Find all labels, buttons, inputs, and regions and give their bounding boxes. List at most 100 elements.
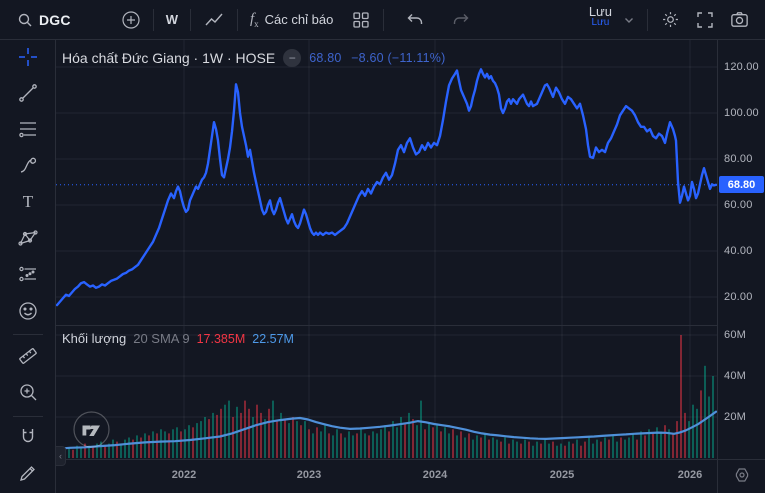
price-axis-label: 60.00	[724, 199, 753, 211]
save-label: Lưu	[588, 3, 612, 19]
save-layout-name: Lưu	[591, 17, 610, 29]
volume-indicator-title[interactable]: Khối lượng	[62, 331, 127, 346]
toolbar-right-group: Lưu Lưu	[585, 3, 757, 35]
emoji-tool-button[interactable]	[9, 296, 47, 328]
plus-circle-icon	[121, 10, 141, 30]
tradingview-logo	[73, 411, 110, 451]
zoom-in-icon	[16, 380, 40, 407]
magnet-icon	[16, 425, 40, 452]
chart-type-button[interactable]	[196, 5, 232, 35]
xabcd-pattern-icon	[16, 226, 40, 253]
save-button[interactable]: Lưu Lưu	[585, 3, 616, 35]
toolbar-separator	[190, 8, 191, 31]
price-axis-label: 100.00	[724, 107, 759, 119]
text-tool-button[interactable]: T	[9, 187, 47, 219]
fib-retracement-icon	[16, 117, 40, 144]
save-menu-chevron[interactable]	[616, 5, 642, 35]
volume-value: 17.385M	[196, 331, 246, 346]
undo-icon	[404, 9, 426, 31]
layout-grid-button[interactable]	[344, 5, 378, 35]
last-price-value: 68.80	[309, 51, 342, 65]
gear-icon	[660, 9, 681, 30]
time-axis-label: 2026	[677, 469, 703, 481]
fx-icon: fx	[250, 10, 259, 29]
price-legend: Hóa chất Đức Giang · 1W · HOSE − 68.80 −…	[62, 49, 445, 67]
undo-button[interactable]	[397, 5, 433, 35]
text-tool-icon: T	[16, 190, 40, 217]
trend-line-icon	[16, 81, 40, 108]
smiley-icon	[16, 299, 40, 326]
toolbar-separator	[647, 8, 648, 31]
time-axis-label: 2024	[422, 469, 448, 481]
trend-line-tool-button[interactable]	[9, 78, 47, 110]
redo-icon	[450, 9, 472, 31]
edit-pencil-tool-button[interactable]	[9, 459, 47, 491]
forecast-tool-button[interactable]	[9, 260, 47, 292]
toolbar-collapse-handle[interactable]: ‹	[56, 446, 66, 466]
line-chart-icon	[203, 9, 225, 31]
ruler-icon	[16, 344, 40, 371]
indicators-button[interactable]: fx Các chỉ báo	[243, 5, 340, 35]
redo-button[interactable]	[443, 5, 479, 35]
price-axis-label: 40.00	[724, 245, 753, 257]
last-price-badge: 68.80	[719, 176, 764, 194]
grid-layout-icon	[351, 10, 371, 30]
axis-settings-icon	[732, 465, 752, 488]
magnet-tool-button[interactable]	[9, 423, 47, 455]
collapse-legend-button[interactable]: −	[283, 49, 302, 67]
symbol-title[interactable]: Hóa chất Đức Giang · 1W · HOSE	[62, 50, 276, 66]
price-axis-label: 20.00	[724, 291, 753, 303]
axis-settings-corner[interactable]	[717, 459, 765, 493]
chevron-down-icon	[623, 14, 635, 26]
screenshot-button[interactable]	[722, 5, 757, 35]
indicators-label: Các chỉ báo	[264, 12, 334, 27]
pattern-tool-button[interactable]	[9, 223, 47, 255]
top-toolbar: DGC W fx Các chỉ báo	[0, 0, 765, 40]
settings-button[interactable]	[653, 5, 688, 35]
brush-tool-button[interactable]	[9, 151, 47, 183]
volume-sma-value: 22.57M	[252, 331, 294, 346]
toolbar-separator	[237, 8, 238, 31]
zoom-in-tool-button[interactable]	[9, 377, 47, 409]
time-axis-label: 2025	[549, 469, 575, 481]
volume-pane-chart	[56, 325, 717, 459]
interval-button[interactable]: W	[159, 5, 185, 35]
toolbar-separator	[152, 8, 154, 31]
time-axis-label: 2022	[171, 469, 197, 481]
crosshair-icon	[16, 45, 40, 72]
price-change-value: −8.60 (−11.11%)	[351, 51, 446, 65]
compare-add-button[interactable]	[114, 5, 148, 35]
svg-text:T: T	[22, 192, 33, 211]
camera-icon	[729, 9, 750, 30]
price-values: 68.80 −8.60 (−11.11%)	[309, 51, 445, 65]
search-icon	[17, 12, 33, 28]
forecast-icon	[16, 262, 40, 289]
fullscreen-button[interactable]	[688, 5, 722, 35]
pencil-icon	[16, 461, 40, 488]
measure-tool-button[interactable]	[9, 341, 47, 373]
volume-indicator-params: 20 SMA 9	[133, 331, 190, 346]
crosshair-tool-button[interactable]	[9, 42, 47, 74]
fullscreen-icon	[695, 10, 715, 30]
volume-axis-label: 20M	[724, 411, 746, 423]
time-axis-label: 2023	[296, 469, 322, 481]
volume-axis-label: 60M	[724, 329, 746, 341]
fib-retracement-tool-button[interactable]	[9, 115, 47, 147]
price-line-series	[56, 68, 717, 307]
price-axis[interactable]: 68.80 120.00 100.00 80.00 60.00 40.00 20.00 60…	[717, 40, 765, 493]
brush-icon	[16, 153, 40, 180]
toolbar-divider	[12, 334, 43, 336]
chart-area[interactable]	[56, 40, 717, 459]
time-axis[interactable]: 2022 2023 2024 2025 2026	[56, 459, 717, 493]
drawing-toolbar: T	[0, 40, 56, 493]
symbol-search-button[interactable]: DGC	[10, 5, 78, 35]
toolbar-separator	[383, 8, 385, 31]
toolbar-divider	[12, 415, 43, 417]
volume-axis-label: 40M	[724, 370, 746, 382]
price-pane-chart	[56, 40, 717, 325]
volume-legend: Khối lượng 20 SMA 9 17.385M 22.57M	[62, 331, 294, 346]
price-axis-label: 120.00	[724, 61, 759, 73]
volume-sma-series	[56, 410, 717, 450]
pane-divider[interactable]	[56, 325, 717, 326]
